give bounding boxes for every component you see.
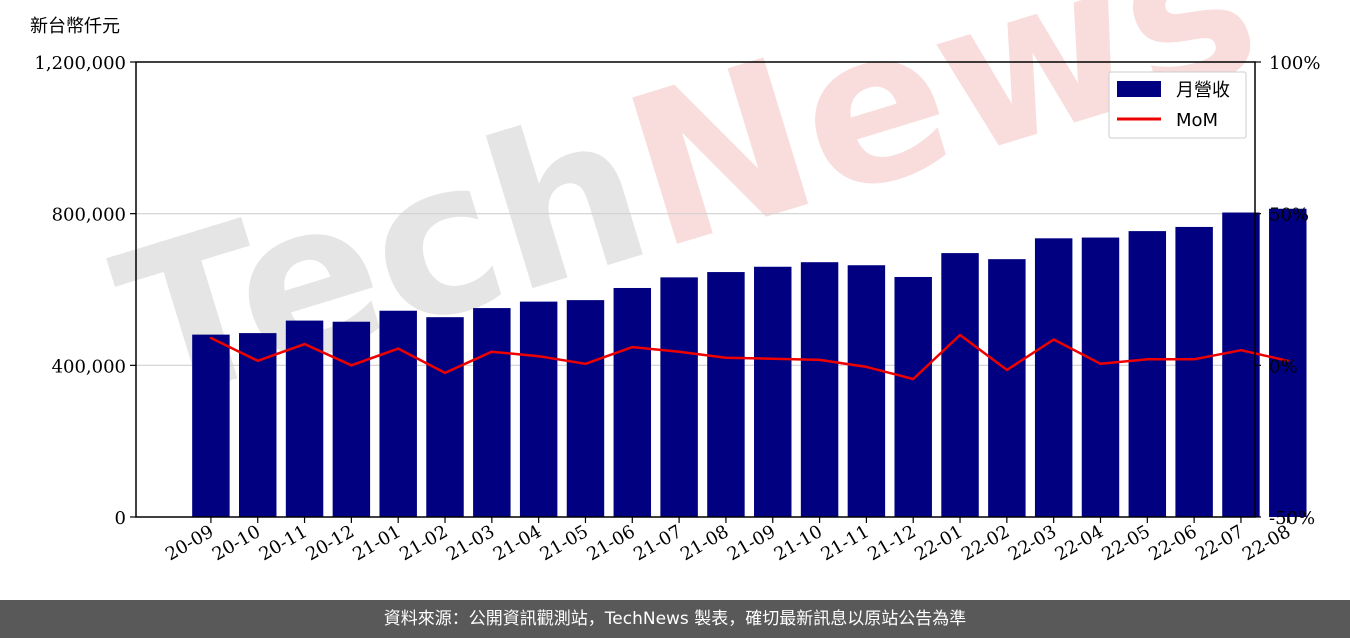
left-tick-label-2: 800,000	[52, 205, 126, 226]
mom-point-22-06	[1192, 358, 1196, 361]
revenue-bar-20-11	[285, 320, 324, 517]
right-axis: -50% 0% 50% 100%	[1255, 53, 1320, 529]
mom-point-21-09	[771, 357, 774, 360]
x-tick-label-20-12: 20-12	[302, 521, 357, 565]
revenue-bar-21-11	[847, 265, 886, 517]
unit-label: 新台幣仟元	[30, 16, 120, 37]
mom-point-22-01	[958, 333, 962, 337]
x-tick-label-21-07: 21-07	[630, 521, 685, 565]
revenue-bar-22-04	[1081, 237, 1120, 517]
x-tick-label-22-05: 22-05	[1098, 521, 1153, 565]
x-tick-label-21-01: 21-01	[349, 521, 404, 565]
mom-point-21-07	[677, 350, 681, 353]
right-tick-label-3: 100%	[1269, 53, 1320, 74]
mom-point-22-04	[1099, 362, 1102, 366]
mom-series	[209, 333, 1289, 381]
x-tick-label-20-10: 20-10	[209, 521, 264, 565]
x-tick-label-22-01: 22-01	[911, 521, 966, 565]
mom-point-22-07	[1239, 348, 1243, 352]
revenue-bar-21-06	[613, 287, 652, 517]
revenue-bar-22-02	[988, 259, 1026, 517]
x-tick-label-21-08: 21-08	[677, 521, 732, 565]
mom-point-21-01	[396, 347, 400, 350]
revenue-bar-20-12	[332, 321, 371, 517]
x-tick-label-21-10: 21-10	[771, 521, 826, 565]
mom-point-21-04	[537, 355, 540, 358]
revenue-bar-21-09	[754, 266, 792, 517]
mom-point-22-03	[1052, 338, 1055, 341]
mom-point-20-10	[256, 359, 259, 362]
x-tick-label-22-08: 22-08	[1239, 521, 1294, 565]
x-tick-label-22-02: 22-02	[958, 521, 1013, 565]
x-tick-label-22-07: 22-07	[1192, 521, 1247, 565]
mom-point-21-10	[818, 358, 821, 362]
revenue-bar-22-07	[1222, 212, 1260, 517]
revenue-bar-22-03	[1034, 238, 1073, 517]
left-axis: 0 400,000 800,000 1,200,000	[34, 53, 136, 529]
mom-point-21-03	[490, 350, 494, 353]
x-tick-label-20-09: 20-09	[162, 521, 217, 565]
plot-frame	[135, 61, 1256, 518]
revenue-bar-22-01	[941, 253, 979, 517]
x-tick-label-21-12: 21-12	[864, 521, 919, 565]
mom-point-21-12	[912, 377, 915, 381]
x-tick-label-22-06: 22-06	[1145, 521, 1200, 565]
mom-line	[210, 333, 1289, 381]
revenue-bar-21-05	[566, 300, 605, 517]
x-tick-label-21-06: 21-06	[583, 521, 638, 565]
mom-point-22-05	[1146, 358, 1149, 361]
mom-point-21-08	[724, 356, 728, 359]
x-tick-label-22-03: 22-03	[1005, 521, 1060, 565]
revenue-bar-21-02	[426, 317, 464, 517]
revenue-bar-21-10	[800, 262, 839, 517]
revenue-bar-20-09	[192, 334, 230, 517]
x-tick-label-21-05: 21-05	[537, 521, 592, 565]
bar-series	[192, 208, 1307, 518]
mom-point-21-06	[631, 345, 634, 349]
left-tick-label-1: 400,000	[52, 356, 126, 377]
revenue-bar-22-06	[1175, 226, 1213, 517]
right-tick-label-0: -50%	[1269, 508, 1315, 529]
legend: 月營收 MoM	[1108, 71, 1247, 139]
left-tick-label-0: 0	[115, 508, 126, 529]
source-footer: 資料來源：公開資訊觀測站，TechNews 製表，確切最新訊息以原站公告為準	[0, 600, 1350, 638]
legend-line-label: MoM	[1176, 110, 1218, 131]
x-tick-label-20-11: 20-11	[256, 521, 311, 565]
legend-bar-swatch	[1117, 81, 1161, 97]
revenue-bar-22-08	[1269, 208, 1307, 518]
revenue-bar-21-04	[519, 301, 558, 517]
x-tick-label-21-11: 21-11	[817, 521, 872, 565]
revenue-bar-21-01	[379, 310, 417, 517]
mom-point-22-02	[1005, 368, 1009, 372]
mom-point-20-09	[209, 336, 213, 340]
legend-bar-label: 月營收	[1176, 80, 1230, 101]
revenue-bar-22-05	[1128, 231, 1167, 517]
revenue-bar-21-03	[473, 308, 511, 517]
x-tick-label-21-02: 21-02	[396, 521, 451, 565]
revenue-bar-21-08	[707, 272, 745, 517]
revenue-chart: TechNews 新台幣仟元 0400,000800,0001,200,000 …	[30, 0, 1320, 565]
mom-point-21-02	[443, 371, 447, 375]
mom-point-22-08	[1286, 359, 1289, 362]
left-tick-label-3: 1,200,000	[34, 53, 126, 74]
x-tick-label-21-09: 21-09	[724, 521, 779, 565]
x-tick-label-22-04: 22-04	[1052, 521, 1107, 565]
revenue-bar-21-07	[660, 277, 698, 517]
revenue-bar-20-10	[239, 333, 277, 517]
mom-point-20-12	[350, 364, 353, 367]
x-tick-label-21-03: 21-03	[443, 521, 498, 565]
right-tick-label-2: 50%	[1269, 205, 1309, 226]
x-tick-label-21-04: 21-04	[490, 521, 545, 565]
right-tick-label-1: 0%	[1269, 356, 1298, 377]
mom-point-21-05	[584, 362, 587, 366]
mom-point-21-11	[865, 365, 868, 369]
revenue-bar-21-12	[894, 276, 932, 517]
mom-point-20-11	[303, 342, 306, 346]
x-axis: 20-0920-1020-1120-1221-0121-0221-0321-04…	[162, 517, 1294, 565]
